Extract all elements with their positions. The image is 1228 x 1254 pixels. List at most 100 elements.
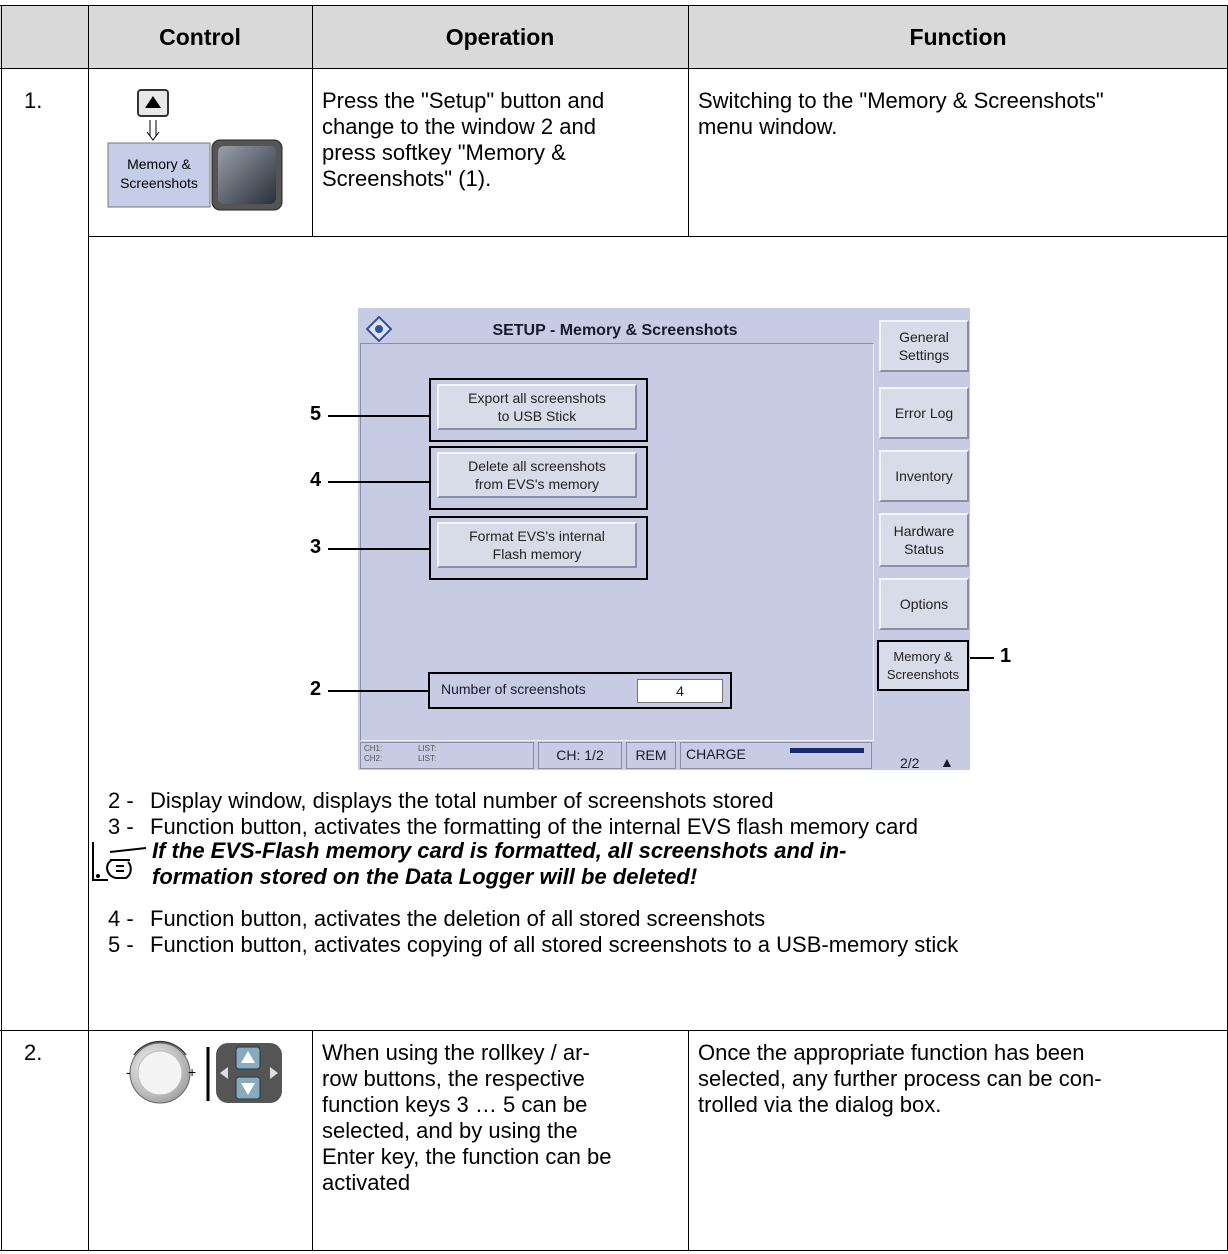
text-line: Press the "Setup" button and xyxy=(322,88,605,113)
text-line: Screenshots xyxy=(120,175,198,191)
text-line: Memory & xyxy=(127,156,191,172)
operation-text: Press the "Setup" button and change to th… xyxy=(322,88,604,192)
text-line: Inventory xyxy=(895,468,953,484)
status-channel: CH: 1/2 xyxy=(538,742,622,769)
screen-panel xyxy=(360,343,874,741)
warning-icon xyxy=(92,842,147,881)
page-arrow: ▲ xyxy=(940,754,954,770)
note-text: Display window, displays the total numbe… xyxy=(150,788,774,813)
column-header: Control xyxy=(159,24,241,50)
text-line: Memory & xyxy=(893,648,953,664)
text-line: row buttons, the respective xyxy=(322,1066,585,1091)
text-line: Hardware xyxy=(893,523,955,539)
text-line: from EVS's memory xyxy=(474,476,600,492)
text-line: Screenshots xyxy=(886,666,960,682)
rule xyxy=(312,5,313,236)
status-text: CH1: CH2: xyxy=(364,744,382,764)
function-text: Once the appropriate function has been se… xyxy=(698,1040,1102,1118)
warning-text: If the EVS-Flash memory card is formatte… xyxy=(152,838,846,890)
text-line: General xyxy=(899,329,949,345)
screen-title: SETUP - Memory & Screenshots xyxy=(492,322,738,339)
text-line: Status xyxy=(904,541,944,557)
rule xyxy=(88,5,89,1250)
status-cell xyxy=(360,742,534,769)
callout-line xyxy=(328,415,430,417)
header-bg xyxy=(0,5,1228,68)
operation-text: When using the rollkey / ar-row buttons,… xyxy=(322,1040,611,1196)
rule xyxy=(0,5,1228,6)
text-line: Enter key, the function can be xyxy=(322,1144,612,1169)
status-text: CH2: xyxy=(364,754,383,763)
callout-line xyxy=(328,690,428,692)
counter-value: 4 xyxy=(637,679,723,703)
text-line: Once the appropriate function has been xyxy=(698,1040,1085,1065)
callout-line xyxy=(328,548,430,550)
rule xyxy=(688,1030,689,1250)
text-line: function keys 3 … 5 can be xyxy=(322,1092,588,1117)
note-number: 5 - xyxy=(108,932,134,957)
text-line: Error Log xyxy=(894,405,954,421)
text-line: Format EVS's internal xyxy=(469,528,605,544)
rule xyxy=(312,1030,313,1250)
rule xyxy=(688,5,689,236)
rule xyxy=(88,236,1228,237)
column-header: Operation xyxy=(445,24,555,50)
column-header: Function xyxy=(909,24,1007,50)
screen-button[interactable]: Export all screenshots to USB Stick xyxy=(437,384,637,430)
text-line: selected, and by using the xyxy=(322,1118,578,1143)
note-text: Function button, activates the formattin… xyxy=(150,814,918,839)
text-line: Screenshots" (1). xyxy=(322,166,492,191)
callout: 2 xyxy=(310,678,322,700)
text-line: to USB Stick xyxy=(497,408,577,424)
text-line: Switching to the "Memory & Screenshots" xyxy=(698,88,1104,113)
text-line: menu window. xyxy=(698,114,838,139)
note-number: 2 - xyxy=(108,788,134,813)
svg-text:+: + xyxy=(188,1064,196,1080)
text-line: trolled via the dialog box. xyxy=(698,1092,942,1117)
callout: 5 xyxy=(310,403,322,425)
row-number: 2. xyxy=(24,1040,43,1065)
note-text: Function button, activates the deletion … xyxy=(150,906,766,931)
text-line: change to the window 2 and xyxy=(322,114,596,139)
row-number: 1. xyxy=(24,88,43,113)
callout: 3 xyxy=(310,536,322,558)
rule xyxy=(0,1250,1228,1251)
status-charge: CHARGE xyxy=(686,746,746,762)
status-text: LIST: LIST: xyxy=(418,744,436,764)
rule xyxy=(1,5,2,1250)
text-line: If the EVS-Flash memory card is formatte… xyxy=(152,838,847,863)
callout-line xyxy=(328,481,430,483)
counter-label: Number of screenshots xyxy=(441,681,586,697)
text-line: formation stored on the Data Logger will… xyxy=(152,864,698,889)
softkey[interactable]: Hardware Status xyxy=(879,513,969,567)
callout: 1 xyxy=(1000,645,1012,667)
screen-button[interactable]: Format EVS's internal Flash memory xyxy=(437,522,637,568)
rule xyxy=(0,1030,1228,1031)
softkey[interactable]: Options xyxy=(879,578,969,630)
button-frame xyxy=(429,446,648,510)
softkey[interactable]: Memory & Screenshots xyxy=(877,640,969,691)
status-rem: REM xyxy=(626,742,676,769)
control-key-label: Memory & Screenshots xyxy=(108,155,210,193)
status-text: LIST: xyxy=(418,754,437,763)
button-frame xyxy=(429,516,648,580)
note-number: 4 - xyxy=(108,906,134,931)
text-line: When using the rollkey / ar- xyxy=(322,1040,590,1065)
text-line: selected, any further process can be con… xyxy=(698,1066,1102,1091)
status-text: LIST: xyxy=(418,744,437,753)
note-text: Function button, activates copying of al… xyxy=(150,932,959,957)
softkey[interactable]: Error Log xyxy=(879,387,969,439)
svg-text:-: - xyxy=(126,1064,131,1080)
text-line: press softkey "Memory & xyxy=(322,140,566,165)
rule xyxy=(0,68,1228,69)
rollkey-icons: - + xyxy=(126,1040,282,1104)
text-line: Flash memory xyxy=(492,546,582,562)
status-text: CH1: xyxy=(364,744,383,753)
screen-button[interactable]: Delete all screenshots from EVS's memory xyxy=(437,452,637,498)
note-number: 3 - xyxy=(108,814,134,839)
softkey[interactable]: General Settings xyxy=(879,320,969,372)
charge-bar xyxy=(790,748,864,753)
callout: 4 xyxy=(310,469,322,491)
softkey[interactable]: Inventory xyxy=(879,450,969,502)
